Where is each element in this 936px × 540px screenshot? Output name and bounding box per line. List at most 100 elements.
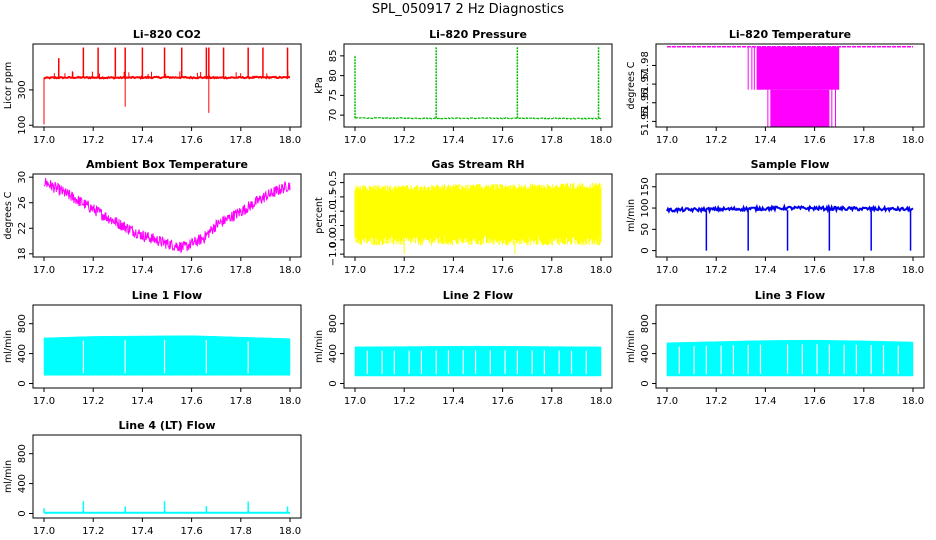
series-band xyxy=(354,182,602,246)
x-tick-label: 17.0 xyxy=(656,396,678,407)
y-axis-label: kPa xyxy=(314,77,325,94)
x-tick-label: 17.8 xyxy=(853,135,875,146)
y-axis-label: ml/min xyxy=(626,330,637,363)
x-tick-label: 17.2 xyxy=(82,135,104,146)
chart-title: Sample Flow xyxy=(751,158,830,171)
y-tick-label: 51.96 xyxy=(640,88,651,117)
x-tick-label: 17.4 xyxy=(754,265,776,276)
y-axis-label: ml/min xyxy=(626,199,637,232)
y-tick-label: 0 xyxy=(328,380,339,386)
x-tick-label: 17.0 xyxy=(656,135,678,146)
chart-title: Li–820 CO2 xyxy=(133,28,201,41)
series-line xyxy=(354,116,602,120)
y-tick-label: −1.0 xyxy=(328,242,339,266)
chart-title: Li–820 Pressure xyxy=(429,28,527,41)
plot-frame xyxy=(32,43,302,128)
chart-panel-8: Line 2 Flow 17.0 17.2 17.4 17.6 17.8 18.0 0 400 8… xyxy=(314,289,613,407)
x-tick-label: 17.8 xyxy=(541,396,563,407)
x-tick-label: 17.8 xyxy=(230,396,252,407)
chart-title: Line 3 Flow xyxy=(755,289,825,302)
y-tick-label: 80 xyxy=(328,69,339,82)
plot-area xyxy=(43,501,290,514)
plot-area xyxy=(43,177,291,254)
y-tick-label: 0.5 xyxy=(328,218,339,234)
x-tick-label: 17.0 xyxy=(33,526,55,537)
x-tick-label: 17.8 xyxy=(853,265,875,276)
y-tick-label: 150 xyxy=(640,177,651,196)
y-tick-label: 22 xyxy=(17,222,28,235)
y-tick-label: 75 xyxy=(328,89,339,102)
series-line xyxy=(43,177,291,254)
x-tick-label: 17.6 xyxy=(180,135,202,146)
figure-title: SPL_050917 2 Hz Diagnostics xyxy=(371,2,565,17)
x-tick-label: 17.2 xyxy=(705,265,727,276)
y-tick-label: 400 xyxy=(640,344,651,363)
y-tick-label: 0 xyxy=(640,380,651,386)
chart-panel-5: Gas Stream RH 17.0 17.2 17.4 17.6 17.8 18.0 −1.… xyxy=(314,158,613,276)
y-axis-label: Licor ppm xyxy=(3,62,14,109)
flow-band xyxy=(43,335,291,376)
y-axis-label: degrees C xyxy=(3,191,14,239)
x-tick-label: 18.0 xyxy=(902,396,924,407)
x-tick-label: 17.4 xyxy=(131,526,153,537)
plot-area xyxy=(666,339,914,377)
chart-title: Li–820 Temperature xyxy=(729,28,851,41)
plot-area xyxy=(666,203,914,251)
plot-frame xyxy=(343,173,613,258)
x-tick-label: 17.0 xyxy=(33,265,55,276)
y-tick-label: 50 xyxy=(640,223,651,236)
x-tick-label: 17.4 xyxy=(131,265,153,276)
chart-title: Line 4 (LT) Flow xyxy=(119,419,216,432)
x-tick-label: 18.0 xyxy=(902,135,924,146)
x-tick-label: 17.6 xyxy=(180,396,202,407)
plot-area xyxy=(43,47,291,125)
flow-band xyxy=(666,339,914,377)
y-tick-label: 800 xyxy=(640,314,651,333)
plot-frame xyxy=(32,173,302,258)
x-tick-label: 17.6 xyxy=(180,526,202,537)
chart-panel-2: Li–820 Pressure 17.0 17.2 17.4 17.6 17.8 18.0 7… xyxy=(314,28,613,146)
series-line xyxy=(666,203,914,215)
y-tick-label: 51.95 xyxy=(640,107,651,136)
x-tick-label: 17.8 xyxy=(541,265,563,276)
y-axis-label: degrees C xyxy=(626,61,637,109)
x-tick-label: 18.0 xyxy=(590,135,612,146)
x-tick-label: 17.2 xyxy=(705,396,727,407)
y-tick-label: 70 xyxy=(328,109,339,122)
y-tick-label: 30 xyxy=(17,171,28,184)
x-tick-label: 17.8 xyxy=(541,135,563,146)
x-tick-label: 17.0 xyxy=(656,265,678,276)
chart-panel-6: Sample Flow 17.0 17.2 17.4 17.6 17.8 18.0 0 50 10… xyxy=(626,158,925,276)
y-tick-label: 800 xyxy=(17,314,28,333)
y-tick-label: 85 xyxy=(328,49,339,62)
chart-panel-7: Line 1 Flow 17.0 17.2 17.4 17.6 17.8 18.0 0 400 8… xyxy=(3,289,302,407)
x-tick-label: 17.0 xyxy=(344,265,366,276)
y-tick-label: 26 xyxy=(17,196,28,209)
y-axis-label: ml/min xyxy=(3,330,14,363)
series-line xyxy=(43,75,291,80)
flow-band xyxy=(354,345,602,377)
y-tick-label: 0 xyxy=(17,380,28,386)
x-tick-label: 17.2 xyxy=(393,265,415,276)
x-tick-label: 17.8 xyxy=(230,135,252,146)
x-tick-label: 17.0 xyxy=(33,396,55,407)
plot-area xyxy=(354,345,602,377)
x-tick-label: 17.8 xyxy=(230,526,252,537)
x-tick-label: 17.6 xyxy=(803,396,825,407)
x-tick-label: 17.4 xyxy=(442,396,464,407)
chart-panel-3: Li–820 Temperature 17.0 17.2 17.4 17.6 17.8 18… xyxy=(626,28,925,146)
y-tick-label: 51.98 xyxy=(640,51,651,80)
plot-frame xyxy=(655,173,925,258)
chart-title: Gas Stream RH xyxy=(431,158,524,171)
y-tick-label: 400 xyxy=(17,474,28,493)
x-tick-label: 17.2 xyxy=(82,396,104,407)
x-tick-label: 17.4 xyxy=(442,265,464,276)
y-tick-label: 800 xyxy=(328,314,339,333)
x-tick-label: 18.0 xyxy=(279,396,301,407)
y-tick-label: 0.0 xyxy=(328,232,339,248)
chart-title: Line 2 Flow xyxy=(443,289,513,302)
plot-area xyxy=(354,182,602,255)
x-tick-label: 18.0 xyxy=(590,265,612,276)
y-tick-label: 1.5 xyxy=(328,189,339,205)
